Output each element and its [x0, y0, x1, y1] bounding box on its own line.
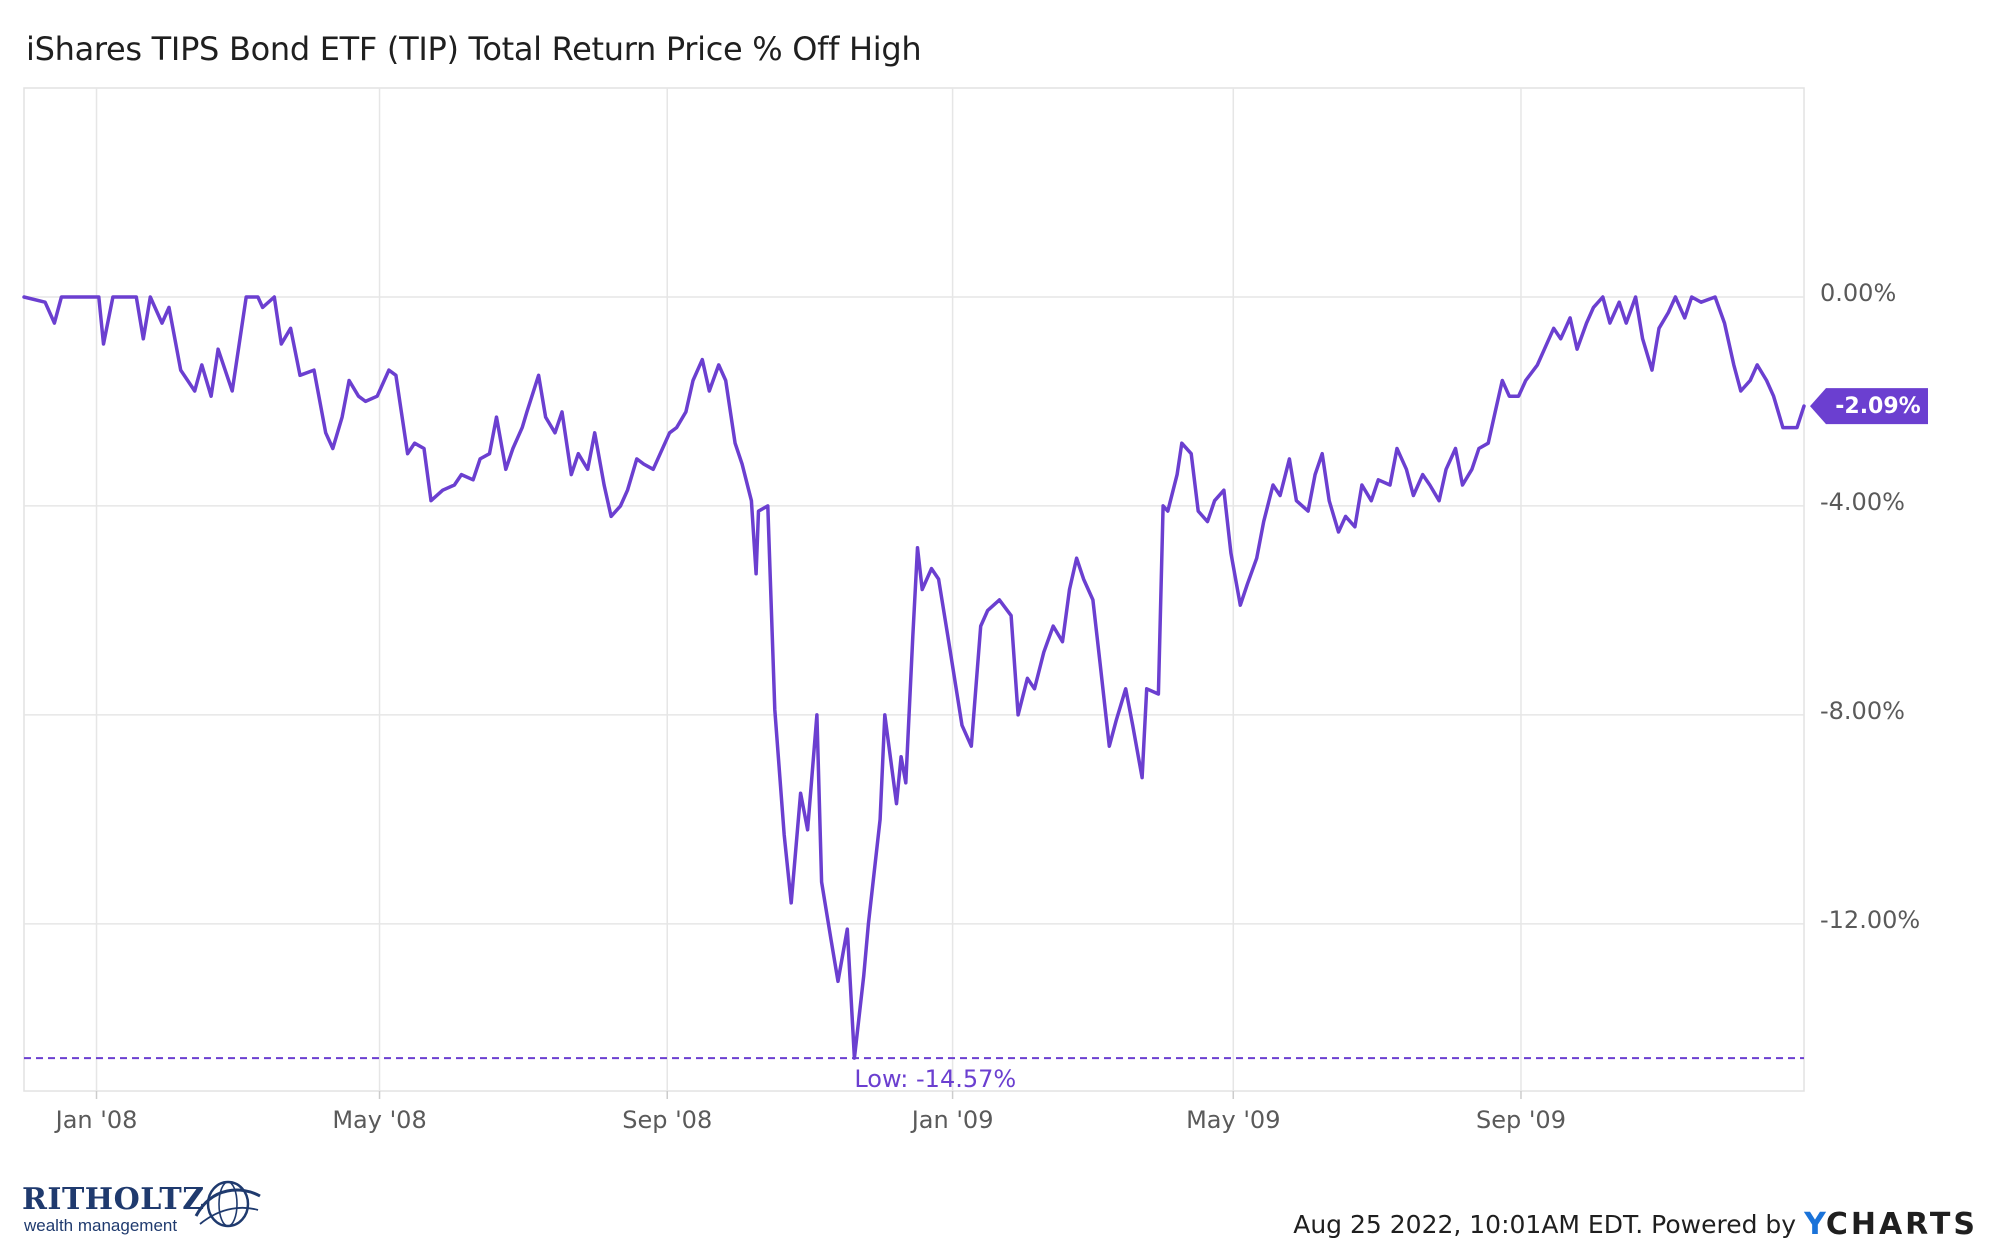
- ycharts-brand-y: Y: [1804, 1207, 1826, 1242]
- logo-subtitle: wealth management: [24, 1216, 178, 1235]
- low-label: Low: -14.57%: [854, 1065, 1016, 1093]
- x-axis-labels: Jan '08 May '08 Sep '08 Jan '09 May '09 Sep '…: [54, 1106, 1566, 1134]
- last-value-badge: [1810, 388, 1928, 425]
- x-tick-label: Sep '09: [1476, 1106, 1566, 1134]
- x-tick-label: Jan '09: [910, 1106, 994, 1134]
- ycharts-brand[interactable]: YCHARTS: [1804, 1207, 1978, 1242]
- series-lines: [22, 295, 1806, 1060]
- y-tick-label: -12.00%: [1820, 906, 1920, 934]
- series-line: [22, 295, 1806, 1060]
- last-value-label: -2.09%: [1835, 394, 1920, 419]
- footer-timestamp: Aug 25 2022, 10:01AM EDT. Powered by: [1293, 1210, 1797, 1239]
- globe-swoosh-icon: [194, 1180, 261, 1228]
- last-value-marker: -2.09%: [1810, 388, 1928, 425]
- footer-credit: Aug 25 2022, 10:01AM EDT. Powered by YCH…: [1293, 1207, 1978, 1242]
- low-marker: Low: -14.57%: [24, 1057, 1804, 1093]
- gridlines: [24, 88, 1804, 1099]
- y-tick-label: 0.00%: [1820, 279, 1896, 307]
- x-tick-label: May '08: [332, 1106, 426, 1134]
- x-tick-label: Jan '08: [54, 1106, 138, 1134]
- y-axis-labels: 0.00% -4.00% -8.00% -12.00%: [1820, 279, 1920, 934]
- ritholtz-logo: RITHOLTZ wealth management: [22, 1176, 262, 1236]
- logo-name: RITHOLTZ: [22, 1182, 205, 1217]
- y-tick-label: -8.00%: [1820, 697, 1905, 725]
- x-tick-label: Sep '08: [622, 1106, 712, 1134]
- ycharts-brand-rest: CHARTS: [1825, 1207, 1978, 1242]
- y-tick-label: -4.00%: [1820, 488, 1905, 516]
- chart-title: iShares TIPS Bond ETF (TIP) Total Return…: [26, 30, 922, 68]
- plot-frame: [23, 87, 1805, 1092]
- x-tick-label: May '09: [1186, 1106, 1280, 1134]
